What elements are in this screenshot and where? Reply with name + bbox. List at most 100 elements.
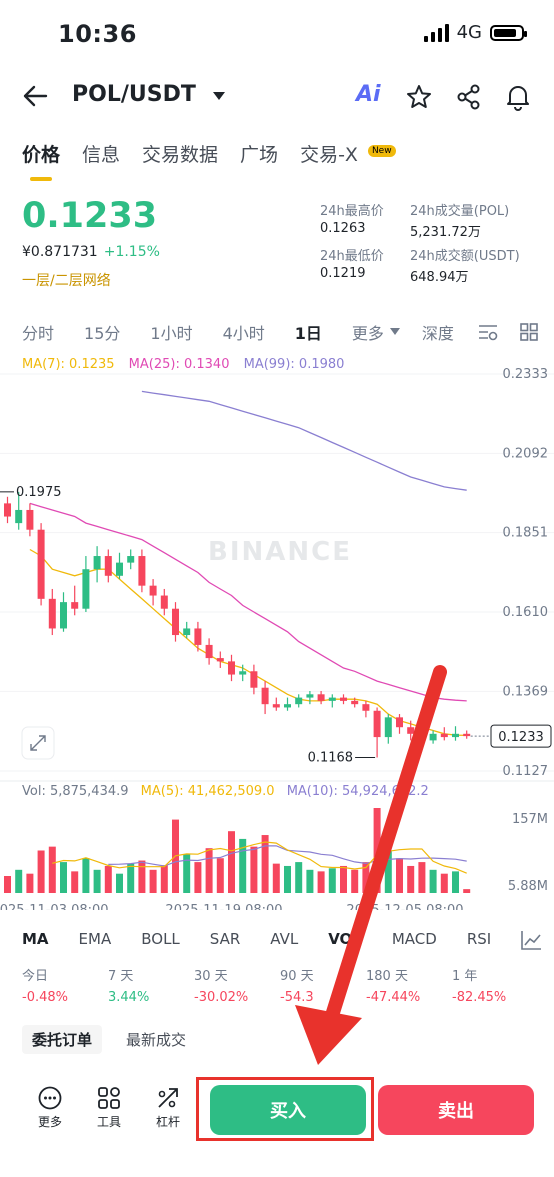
- tab-trade-x[interactable]: 交易-X New: [300, 140, 396, 167]
- tf-1h[interactable]: 1小时: [150, 324, 193, 343]
- candle: [26, 509, 34, 530]
- candle: [351, 700, 359, 705]
- candle: [396, 717, 403, 728]
- ma-legend: MA(7): 0.1235 MA(25): 0.1340 MA(99): 0.1…: [22, 357, 344, 372]
- grid-layout-icon[interactable]: [520, 323, 538, 341]
- chart-settings-icon[interactable]: [478, 323, 498, 341]
- period-value: 3.44%: [108, 990, 150, 1005]
- ind-boll[interactable]: BOLL: [141, 930, 180, 948]
- tab-trading-data[interactable]: 交易数据: [142, 144, 219, 166]
- candle: [261, 687, 269, 705]
- period-today: 今日 -0.48%: [22, 965, 108, 1005]
- ind-ma[interactable]: MA: [22, 930, 49, 948]
- candle: [93, 556, 101, 570]
- ind-vol[interactable]: VOL: [328, 930, 362, 948]
- volume-bar: [93, 869, 101, 893]
- candle: [340, 697, 347, 701]
- ind-avl[interactable]: AVL: [270, 930, 299, 948]
- high-value: 0.1263: [320, 221, 366, 236]
- tab-open-orders[interactable]: 委托订单: [22, 1025, 103, 1054]
- volume-bar: [351, 869, 359, 893]
- ma7-legend: MA(7): 0.1235: [22, 357, 115, 372]
- y-tick-label: 0.1851: [503, 526, 549, 541]
- pair-selector[interactable]: POL/USDT: [72, 82, 226, 107]
- volume-bar: [239, 838, 247, 893]
- tab-trade-x-label: 交易-X: [300, 144, 358, 166]
- candle: [239, 671, 247, 675]
- volume-bar: [250, 846, 258, 893]
- ind-ema[interactable]: EMA: [78, 930, 112, 948]
- more-tool[interactable]: 更多: [28, 1086, 72, 1130]
- indicator-settings-icon[interactable]: [520, 930, 542, 950]
- volume-bar: [306, 869, 314, 893]
- volume-bar: [340, 865, 347, 893]
- volume-bar: [26, 873, 34, 893]
- vol-ma5-line: [52, 841, 467, 874]
- volume-bar: [205, 848, 213, 893]
- tools-tool[interactable]: 工具: [87, 1086, 131, 1130]
- candle: [463, 733, 471, 737]
- caret-down-icon: [212, 92, 225, 100]
- volume-bar: [463, 889, 471, 893]
- volume-bar: [272, 863, 280, 893]
- volume-bar: [194, 862, 202, 893]
- volume-bar: [15, 869, 23, 893]
- share-icon[interactable]: [456, 84, 482, 110]
- candle: [37, 529, 45, 599]
- tf-4h[interactable]: 4小时: [222, 324, 265, 343]
- candle: [418, 733, 426, 741]
- volume-bar: [452, 871, 459, 893]
- star-icon[interactable]: [406, 84, 432, 110]
- candle: [60, 602, 67, 629]
- y-tick-label: 0.2092: [503, 446, 549, 461]
- tf-time[interactable]: 分时: [22, 324, 55, 343]
- candle: [306, 694, 314, 698]
- period-value: -0.48%: [22, 990, 68, 1005]
- last-price-tag: [490, 724, 552, 748]
- amount-label: 24h成交额(USDT): [410, 249, 520, 264]
- period-7d: 7 天 3.44%: [108, 965, 194, 1005]
- volume-legend: Vol: 5,875,434.9 MA(5): 41,462,509.0 MA(…: [22, 784, 429, 799]
- tf-1d[interactable]: 1日: [294, 324, 322, 343]
- volume-bar: [37, 850, 45, 893]
- indicator-tabs: MA EMA BOLL SAR AVL VOL MACD RSI: [22, 930, 521, 948]
- period-value: -47.44%: [366, 990, 421, 1005]
- candle: [183, 628, 191, 636]
- leverage-tool[interactable]: 杠杆: [146, 1086, 190, 1130]
- bell-icon[interactable]: [505, 83, 531, 111]
- fiat-price-row: ¥0.871731 +1.15%: [22, 244, 160, 260]
- vol-ma5-legend: MA(5): 41,462,509.0: [140, 784, 275, 799]
- tf-more[interactable]: 更多: [351, 324, 384, 343]
- volume-bar: [4, 876, 11, 893]
- volume-bar: [48, 846, 56, 893]
- network-tag[interactable]: 一层/二层网络: [22, 273, 111, 289]
- volume-bar: [149, 869, 157, 893]
- candle: [440, 733, 448, 738]
- ind-sar[interactable]: SAR: [209, 930, 241, 948]
- sell-button[interactable]: 卖出: [378, 1085, 534, 1135]
- x-tick-label: 2025-11-03 08:00: [0, 903, 109, 910]
- volume-bar: [295, 862, 303, 893]
- back-arrow-icon[interactable]: [22, 84, 48, 108]
- tab-info[interactable]: 信息: [82, 144, 121, 166]
- candlestick-chart[interactable]: 0.2333 0.2092 0.1851 0.1610 0.1369 0.1127 BINA…: [0, 350, 554, 910]
- volume-label: 24h成交量(POL): [410, 204, 510, 219]
- last-price: 0.1233: [22, 196, 158, 236]
- volume-bar: [71, 871, 79, 893]
- ind-rsi[interactable]: RSI: [466, 930, 492, 948]
- ai-icon[interactable]: Ai: [356, 82, 381, 107]
- vol-legend: Vol: 5,875,434.9: [22, 784, 129, 799]
- more-label: 更多: [37, 1115, 62, 1129]
- battery-icon: [490, 24, 527, 41]
- tf-15m[interactable]: 15分: [84, 324, 121, 343]
- ind-macd[interactable]: MACD: [391, 930, 437, 948]
- y-tick-label: 0.1369: [503, 684, 549, 699]
- tab-price[interactable]: 价格: [22, 144, 61, 166]
- volume-bar: [396, 858, 403, 893]
- tab-latest-trades[interactable]: 最新成交: [126, 1031, 187, 1049]
- volume-bar: [407, 865, 415, 893]
- buy-button[interactable]: 买入: [210, 1085, 366, 1135]
- tab-square[interactable]: 广场: [240, 144, 279, 166]
- more-dots-icon: [38, 1086, 62, 1110]
- tf-depth[interactable]: 深度: [421, 324, 454, 343]
